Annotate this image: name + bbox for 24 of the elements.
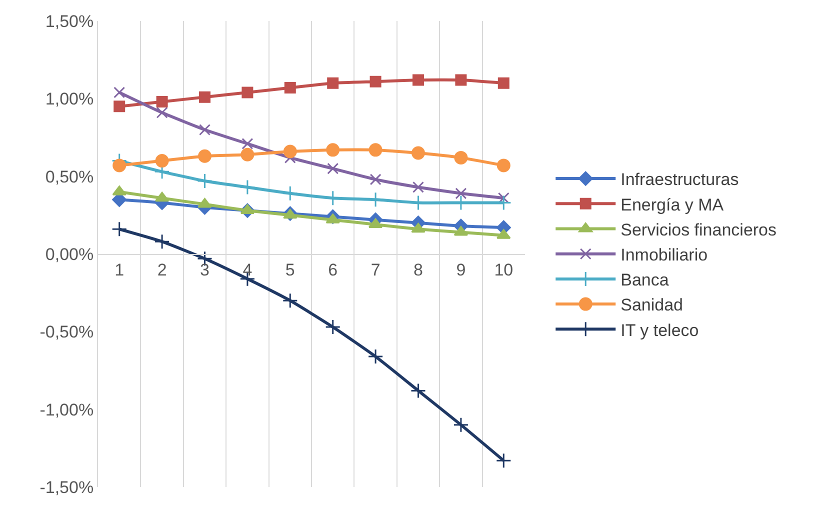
y-tick-label: -0,50%	[40, 322, 94, 342]
legend-label: Banca	[620, 270, 670, 290]
x-tick-label: 7	[370, 260, 380, 280]
x-tick-label: 6	[328, 260, 338, 280]
legend-label: Sanidad	[620, 296, 684, 315]
x-tick-label: 2	[157, 260, 167, 280]
x-tick-label: 3	[200, 260, 210, 280]
y-tick-label: 0,50%	[45, 167, 94, 186]
x-tick-label: 5	[285, 260, 295, 280]
y-tick-label: 1,50%	[45, 12, 94, 31]
x-tick-label: 1	[114, 260, 124, 280]
x-tick-label: 9	[456, 260, 466, 280]
x-tick-label: 10	[494, 260, 514, 280]
legend-label: IT y teleco	[620, 320, 699, 340]
legend-label: Energía y MA	[620, 195, 724, 214]
x-tick-label: 8	[414, 260, 423, 280]
legend-label: Inmobiliario	[620, 245, 708, 264]
legend-label: Infraestructuras	[620, 170, 739, 190]
y-tick-label: 0,00%	[45, 244, 94, 264]
x-tick-label: 4	[242, 260, 252, 280]
y-tick-label: 1,00%	[45, 90, 94, 109]
y-tick-label: -1,50%	[40, 478, 94, 497]
legend-label: Servicios financieros	[620, 220, 777, 240]
y-tick-label: -1,00%	[40, 400, 94, 420]
